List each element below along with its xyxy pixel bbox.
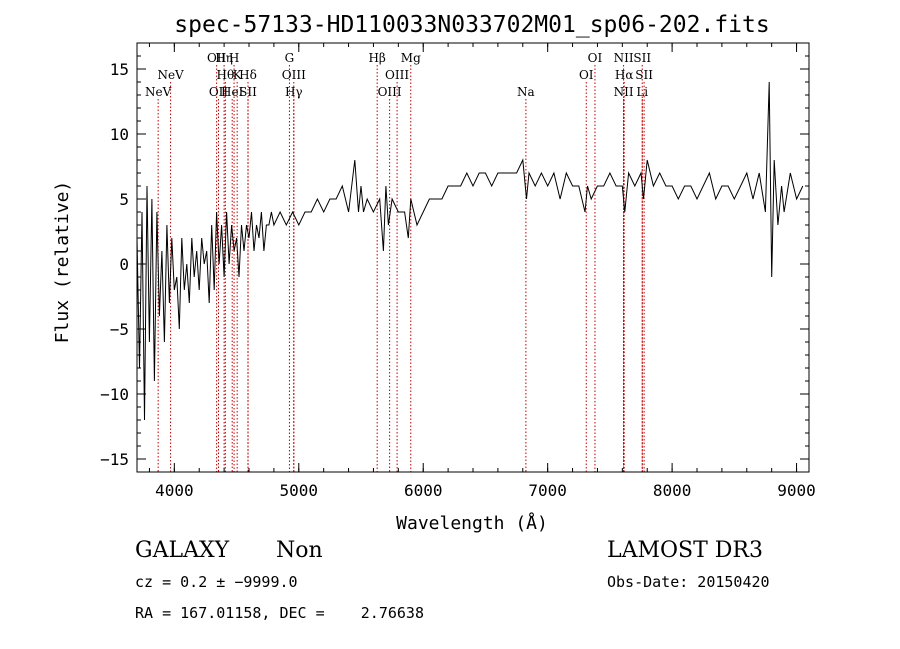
x-axis-label: Wavelength (Å): [396, 512, 548, 534]
spectrum-line: [136, 81, 804, 421]
x-tick-label: 6000: [404, 481, 443, 500]
line-label: OI: [588, 51, 603, 65]
line-label: Hθ: [217, 68, 235, 82]
line-label: H: [229, 51, 239, 65]
x-tick-label: 9000: [777, 481, 816, 500]
line-label: Hγ: [285, 85, 303, 99]
line-label: NII: [614, 51, 634, 65]
survey-name: LAMOST DR3: [607, 538, 763, 563]
y-tick-label: 5: [119, 190, 129, 209]
line-label: SII: [633, 51, 651, 65]
line-label: K: [233, 68, 243, 82]
y-axis-label: Flux (relative): [52, 181, 73, 344]
line-label: NeV: [157, 68, 184, 82]
y-axis: −15 −10 −5 0 5 10 15: [100, 42, 809, 473]
line-label: Hδ: [239, 68, 257, 82]
x-tick-label: 4000: [155, 481, 194, 500]
y-tick-label: 0: [119, 255, 129, 274]
ra-dec: RA = 167.01158, DEC = 2.76638: [135, 604, 424, 622]
chart-title: spec-57133-HD110033N033702M01_sp06-202.f…: [174, 12, 769, 38]
y-tick-label: −10: [100, 385, 129, 404]
line-label: SII: [635, 68, 653, 82]
line-label: HeI: [221, 85, 244, 99]
line-label: OIII: [282, 68, 306, 82]
object-class: GALAXY: [135, 538, 230, 563]
x-axis: 4000 5000 6000 7000 8000 9000: [148, 43, 816, 500]
line-label: Mg: [401, 51, 421, 65]
line-label: Li: [636, 85, 648, 99]
line-label: OIII: [385, 68, 409, 82]
line-label: OII: [207, 51, 227, 65]
line-label: SII: [239, 85, 257, 99]
line-label: G: [285, 51, 295, 65]
line-label: NeV: [145, 85, 172, 99]
y-tick-label: −15: [100, 450, 129, 469]
redshift-cz: cz = 0.2 ± −9999.0: [135, 573, 298, 591]
line-label: Hβ: [368, 51, 385, 65]
y-tick-label: 10: [110, 125, 129, 144]
line-label: Hα: [615, 68, 634, 82]
observation-date: Obs-Date: 20150420: [607, 573, 770, 591]
line-label: OIII: [378, 85, 402, 99]
line-label: OI: [579, 68, 594, 82]
x-tick-label: 8000: [653, 481, 692, 500]
x-tick-label: 7000: [528, 481, 567, 500]
x-tick-label: 5000: [280, 481, 319, 500]
line-label: Na: [517, 85, 535, 99]
line-label: NII: [614, 85, 634, 99]
y-tick-label: 15: [110, 60, 129, 79]
line-label: Hη: [215, 51, 233, 65]
line-label: OII: [209, 85, 229, 99]
y-tick-label: −5: [110, 320, 129, 339]
spectrum-chart: spec-57133-HD110033N033702M01_sp06-202.f…: [52, 12, 816, 534]
object-subclass: Non: [276, 538, 323, 563]
